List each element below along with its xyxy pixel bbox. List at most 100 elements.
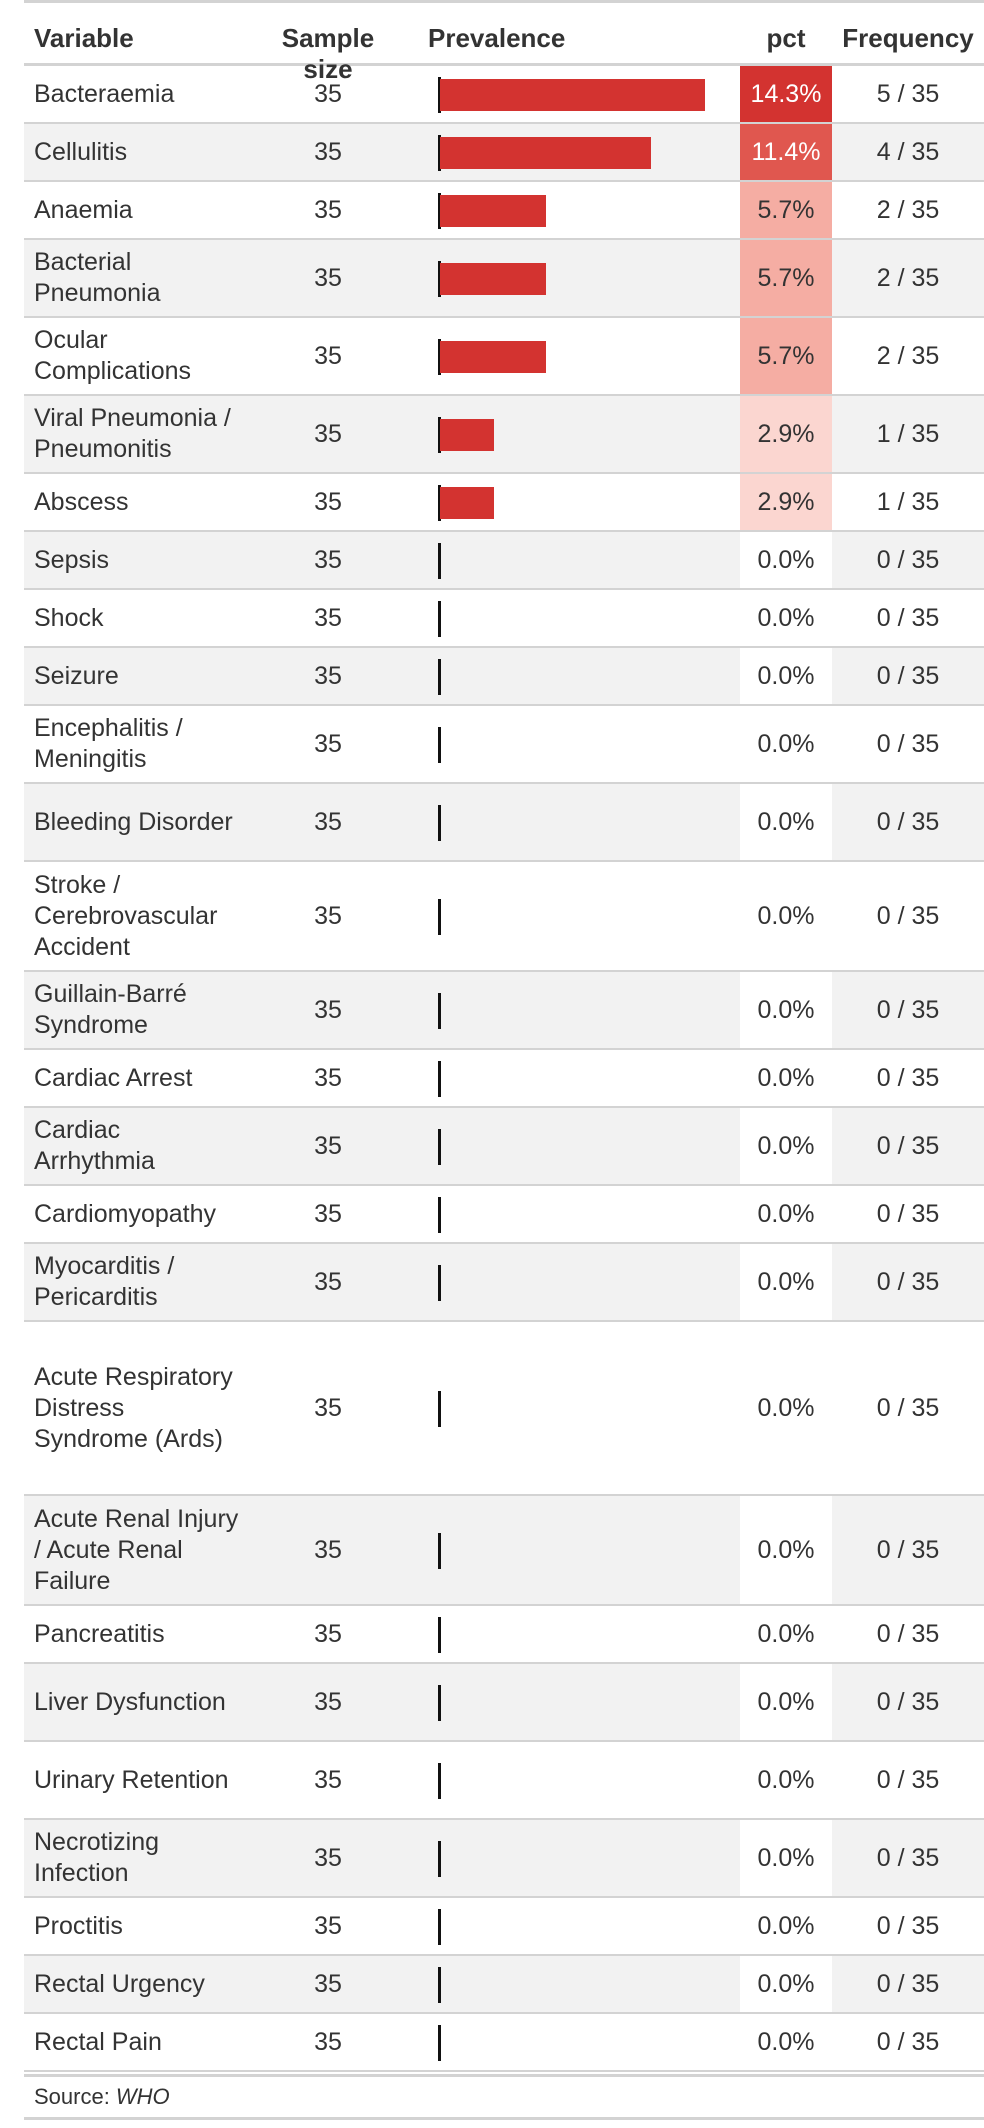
bar-axis-line [438,339,441,375]
row-sample-size: 35 [314,603,342,632]
row-sample-size: 35 [314,545,342,574]
row-frequency: 1 / 35 [876,419,940,448]
row-frequency: 0 / 35 [876,1619,940,1648]
table-row: Bleeding Disorder 35 0.0% 0 / 35 [24,784,984,862]
bar-axis-line [438,261,441,297]
bar-axis-line [438,727,441,763]
row-pct: 0.0% [740,1664,832,1740]
row-pct: 0.0% [740,1820,832,1896]
row-prevalence-cell [438,396,738,472]
table-row: Rectal Urgency 35 0.0% 0 / 35 [24,1956,984,2014]
row-pct: 0.0% [740,1742,832,1818]
row-pct: 2.9% [740,396,832,472]
row-variable: Shock [34,603,104,632]
row-prevalence-cell [438,1244,738,1320]
row-frequency: 0 / 35 [876,1765,940,1794]
header-sample-size: Sample size [281,23,375,84]
row-prevalence-cell [438,124,738,180]
bar-axis-line [438,485,441,521]
row-sample-size: 35 [314,2027,342,2056]
prevalence-bar [440,419,494,451]
row-pct: 0.0% [740,1050,832,1106]
table-row: Urinary Retention 35 0.0% 0 / 35 [24,1742,984,1820]
row-variable: Sepsis [34,545,110,574]
row-prevalence-cell [438,1496,738,1604]
prevalence-bar [440,195,546,227]
row-prevalence-cell [438,66,738,122]
table-row: Seizure 35 0.0% 0 / 35 [24,648,984,706]
row-sample-size: 35 [314,807,342,836]
prevalence-bar [440,137,651,169]
row-pct: 0.0% [740,862,832,970]
row-variable: Necrotizing Infection [34,1828,160,1887]
row-prevalence-cell [438,1664,738,1740]
table-row: Sepsis 35 0.0% 0 / 35 [24,532,984,590]
table-row: Abscess 35 2.9% 1 / 35 [24,474,984,532]
bar-axis-line [438,1061,441,1097]
header-pct: pct [766,23,806,53]
table-row: Anaemia 35 5.7% 2 / 35 [24,182,984,240]
row-frequency: 0 / 35 [876,1267,940,1296]
row-frequency: 0 / 35 [876,995,940,1024]
row-frequency: 0 / 35 [876,1199,940,1228]
row-prevalence-cell [438,1742,738,1818]
row-prevalence-cell [438,318,738,394]
row-pct: 0.0% [740,590,832,646]
table-row: Cellulitis 35 11.4% 4 / 35 [24,124,984,182]
table-row: Myocarditis / Pericarditis 35 0.0% 0 / 35 [24,1244,984,1322]
row-prevalence-cell [438,2014,738,2070]
row-variable: Liver Dysfunction [34,1687,226,1716]
row-sample-size: 35 [314,419,342,448]
row-variable: Seizure [34,661,119,690]
row-pct: 0.0% [740,972,832,1048]
row-sample-size: 35 [314,1911,342,1940]
row-frequency: 0 / 35 [876,661,940,690]
row-frequency: 0 / 35 [876,1969,940,1998]
bar-axis-line [438,77,441,113]
row-variable: Rectal Urgency [34,1969,205,1998]
row-prevalence-cell [438,1050,738,1106]
table-row: Ocular Complications 35 5.7% 2 / 35 [24,318,984,396]
row-variable: Bacteraemia [34,79,175,108]
row-prevalence-cell [438,648,738,704]
row-sample-size: 35 [314,661,342,690]
row-frequency: 2 / 35 [876,341,940,370]
row-pct: 2.9% [740,474,832,530]
row-prevalence-cell [438,784,738,860]
row-sample-size: 35 [314,995,342,1024]
row-prevalence-cell [438,1956,738,2012]
bar-axis-line [438,993,441,1029]
row-variable: Cardiac Arrhythmia [34,1116,155,1175]
row-sample-size: 35 [314,1843,342,1872]
row-pct: 0.0% [740,706,832,782]
table-row: Rectal Pain 35 0.0% 0 / 35 [24,2014,984,2072]
row-frequency: 0 / 35 [876,1063,940,1092]
row-sample-size: 35 [314,1765,342,1794]
row-variable: Cardiac Arrest [34,1063,193,1092]
bar-axis-line [438,1763,441,1799]
row-variable: Pancreatitis [34,1619,165,1648]
row-prevalence-cell [438,532,738,588]
row-pct: 0.0% [740,2014,832,2070]
row-sample-size: 35 [314,1131,342,1160]
bar-axis-line [438,417,441,453]
row-sample-size: 35 [314,1393,342,1422]
bar-axis-line [438,601,441,637]
header-variable: Variable [34,23,134,53]
row-prevalence-cell [438,1322,738,1494]
row-sample-size: 35 [314,901,342,930]
row-frequency: 0 / 35 [876,1535,940,1564]
table-row: Acute Renal Injury / Acute Renal Failure… [24,1496,984,1606]
bar-axis-line [438,135,441,171]
row-variable: Acute Renal Injury / Acute Renal Failure [34,1504,239,1595]
row-pct: 0.0% [740,1322,832,1494]
row-frequency: 1 / 35 [876,487,940,516]
header-frequency: Frequency [842,23,974,53]
row-prevalence-cell [438,182,738,238]
row-pct: 5.7% [740,318,832,394]
row-prevalence-cell [438,240,738,316]
bar-axis-line [438,805,441,841]
row-sample-size: 35 [314,1267,342,1296]
table-header: Variable Sample size Prevalence pct Freq… [24,0,984,84]
row-frequency: 4 / 35 [876,137,940,166]
